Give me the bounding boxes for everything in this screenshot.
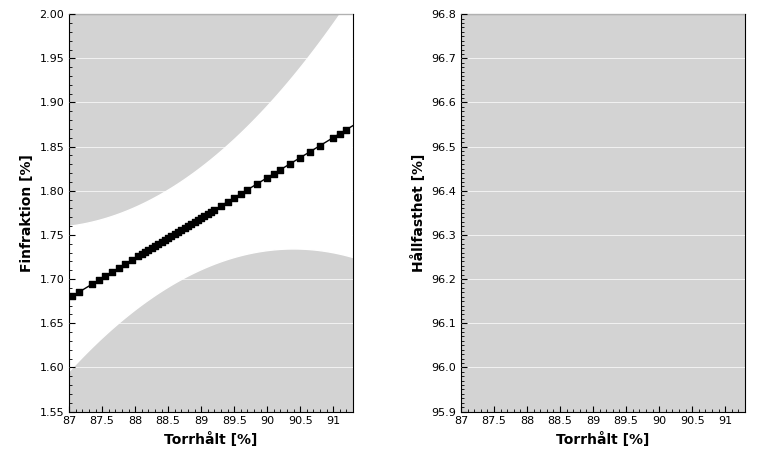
X-axis label: Torrhålt [%]: Torrhålt [%] [556, 432, 650, 447]
Point [145, 244, 157, 252]
Point [208, 206, 220, 214]
Point [261, 174, 273, 182]
Point [251, 180, 263, 187]
Point [228, 194, 240, 201]
Point [178, 224, 190, 232]
Point [268, 170, 280, 177]
Point [198, 212, 210, 219]
Point [162, 234, 174, 242]
Point [188, 218, 200, 226]
Point [304, 148, 316, 156]
Point [149, 242, 161, 250]
Point [136, 250, 148, 258]
Point [139, 248, 151, 256]
Point [235, 190, 247, 198]
Point [93, 276, 105, 284]
Point [106, 268, 118, 276]
Point [205, 208, 217, 216]
Point [126, 256, 138, 264]
Point [119, 260, 131, 268]
Point [99, 272, 111, 280]
Point [202, 210, 214, 218]
Point [142, 246, 154, 254]
Point [334, 130, 346, 137]
Point [155, 238, 167, 245]
X-axis label: Torrhålt [%]: Torrhålt [%] [164, 432, 258, 447]
Point [182, 222, 194, 230]
Y-axis label: Hållfasthet [%]: Hållfasthet [%] [411, 154, 425, 272]
Point [185, 220, 197, 228]
Point [159, 236, 171, 244]
Point [66, 292, 78, 300]
Point [86, 280, 98, 288]
Point [195, 214, 207, 222]
Point [241, 186, 253, 193]
Point [175, 226, 187, 234]
Point [340, 126, 353, 133]
Point [132, 252, 144, 260]
Y-axis label: Finfraktion [%]: Finfraktion [%] [20, 154, 34, 272]
Point [172, 228, 184, 236]
Point [165, 232, 177, 240]
Point [169, 230, 181, 237]
Point [112, 264, 124, 272]
Point [73, 289, 85, 296]
Point [327, 134, 339, 141]
Point [274, 166, 286, 174]
Point [284, 160, 296, 167]
Point [152, 240, 164, 248]
Point [294, 154, 306, 161]
Point [215, 202, 227, 210]
Point [314, 142, 326, 149]
Point [192, 216, 204, 224]
Point [221, 198, 233, 206]
